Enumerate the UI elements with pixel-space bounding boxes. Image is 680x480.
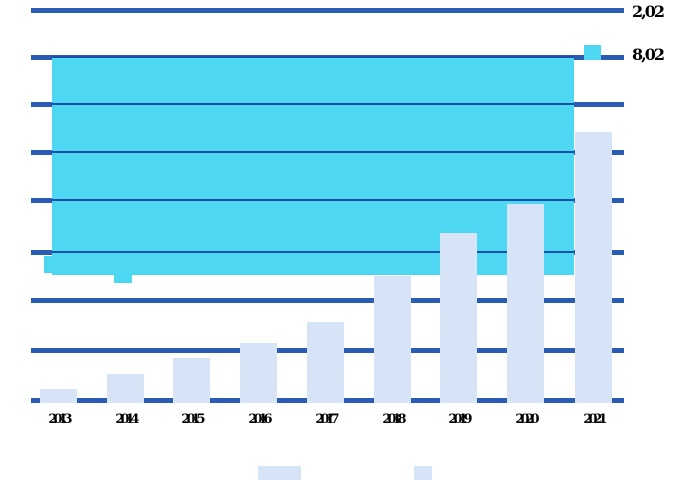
bar-2018[interactable] <box>374 276 411 403</box>
bar-2017[interactable] <box>307 322 344 403</box>
right-axis-label-top: 2,02 <box>632 2 665 21</box>
x-axis-label-2019: 2019 <box>448 412 472 427</box>
bar-2014[interactable] <box>107 374 144 403</box>
bar-2021[interactable] <box>575 132 612 403</box>
legend-swatch-1[interactable] <box>258 466 301 480</box>
gridline-7 <box>31 298 624 303</box>
bar-2015[interactable] <box>173 358 210 403</box>
x-axis-label-2016: 2016 <box>248 412 272 427</box>
gridline-overlay-3 <box>52 151 574 153</box>
bar-2019[interactable] <box>440 233 477 403</box>
x-axis-label-2021: 2021 <box>583 412 607 427</box>
x-axis-label-2013: 2013 <box>48 412 72 427</box>
gridline-overlay-5 <box>52 251 574 253</box>
right-axis-label-second: 8,02 <box>632 45 665 64</box>
area-series-left-stub <box>44 256 53 273</box>
legend-swatch-2[interactable] <box>414 466 432 480</box>
x-axis-label-2018: 2018 <box>382 412 406 427</box>
area-series-dip <box>114 275 132 283</box>
gridline-overlay-1 <box>52 56 574 58</box>
x-axis-label-2015: 2015 <box>181 412 205 427</box>
area-series-main[interactable] <box>52 57 574 275</box>
gridline-overlay-2 <box>52 103 574 105</box>
bar-2020[interactable] <box>507 204 544 403</box>
x-axis-label-2020: 2020 <box>515 412 539 427</box>
gridline-overlay-4 <box>52 199 574 201</box>
bar-2013[interactable] <box>40 389 77 403</box>
area-series-last-point-marker[interactable] <box>584 45 601 60</box>
x-axis-label-2017: 2017 <box>315 412 339 427</box>
gridline-1 <box>31 8 624 13</box>
x-axis-label-2014: 2014 <box>115 412 139 427</box>
bar-2016[interactable] <box>240 343 277 403</box>
